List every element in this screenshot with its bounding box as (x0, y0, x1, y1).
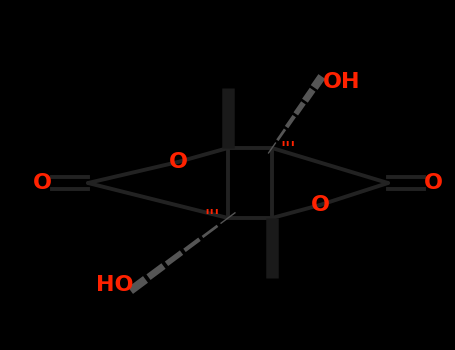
Text: O: O (168, 152, 187, 172)
Text: O: O (310, 195, 329, 215)
Text: HO: HO (96, 275, 133, 295)
Text: O: O (33, 173, 52, 193)
Text: ''': ''' (280, 140, 295, 158)
Text: ''': ''' (205, 208, 220, 226)
Text: O: O (424, 173, 443, 193)
Text: OH: OH (323, 72, 360, 92)
